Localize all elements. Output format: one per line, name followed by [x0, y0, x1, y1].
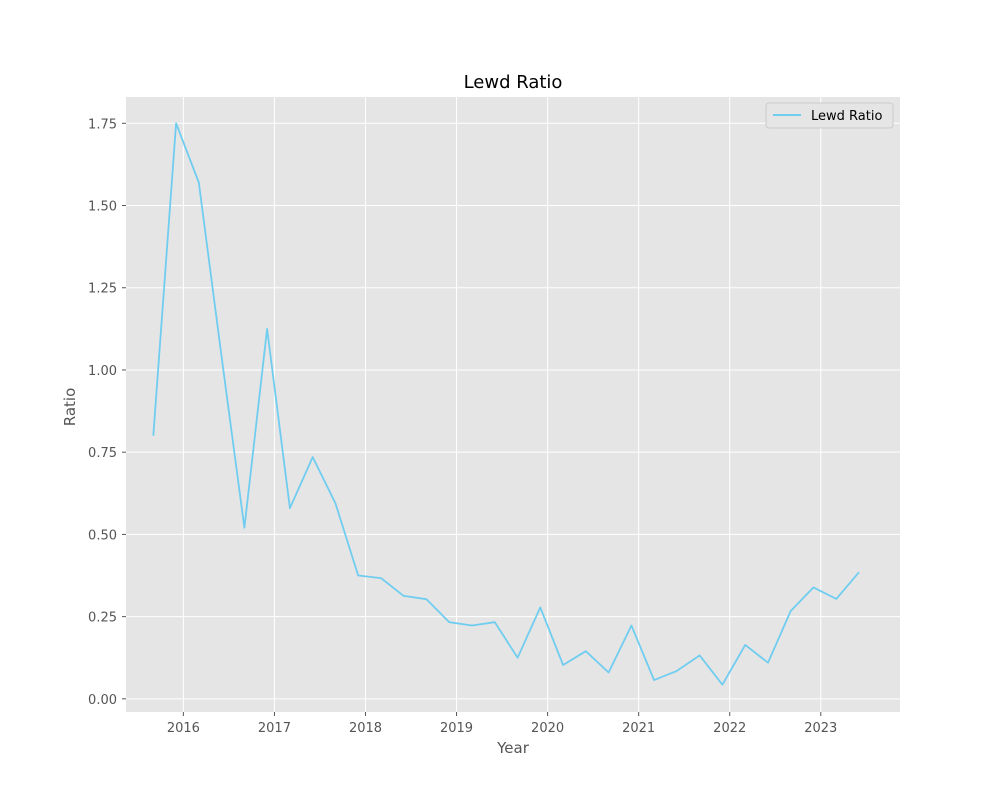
legend-label: Lewd Ratio [811, 109, 882, 124]
x-tick-label: 2020 [531, 721, 564, 736]
x-tick-label: 2021 [622, 721, 655, 736]
y-tick-label: 0.75 [88, 446, 117, 461]
x-tick-label: 2022 [713, 721, 746, 736]
y-tick-label: 0.00 [88, 693, 117, 708]
x-tick-label: 2018 [349, 721, 382, 736]
x-tick-label: 2019 [440, 721, 473, 736]
plot-area [126, 97, 900, 712]
y-axis-label: Ratio [61, 388, 79, 427]
y-tick-label: 1.00 [88, 364, 117, 379]
x-tick-label: 2016 [167, 721, 200, 736]
x-axis-label: Year [496, 739, 530, 757]
x-tick-label: 2017 [258, 721, 291, 736]
y-tick-label: 0.25 [88, 611, 117, 626]
y-tick-label: 1.50 [88, 200, 117, 215]
y-tick-label: 0.50 [88, 528, 117, 543]
y-tick-label: 1.25 [88, 282, 117, 297]
chart-title: Lewd Ratio [464, 72, 563, 93]
legend: Lewd Ratio [766, 103, 893, 128]
x-tick-label: 2023 [804, 721, 837, 736]
y-tick-label: 1.75 [88, 117, 117, 132]
